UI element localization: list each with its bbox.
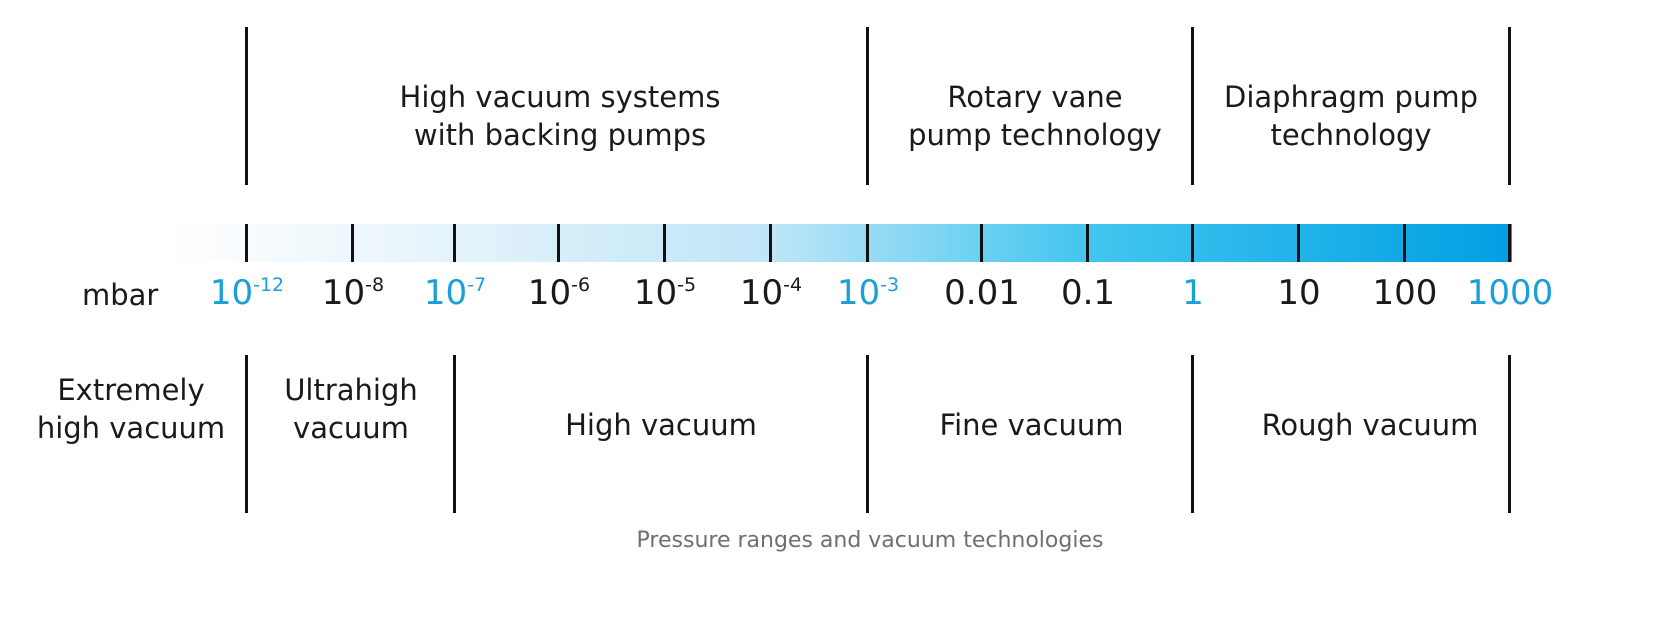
scale-tick [1403, 224, 1406, 262]
scale-label: 1 [1182, 270, 1204, 316]
scale-label-base: 100 [1372, 273, 1438, 313]
scale-tick [1508, 224, 1511, 262]
scale-tick [769, 224, 772, 262]
scale-label: 10-4 [740, 270, 802, 316]
scale-label: 10-3 [837, 270, 899, 316]
range-divider [453, 355, 456, 513]
scale-tick [351, 224, 354, 262]
scale-tick [1191, 224, 1194, 262]
tech-divider [1508, 27, 1511, 185]
scale-label-base: 1 [1182, 273, 1204, 313]
range-label-extremely-high-vacuum: Extremely high vacuum [36, 373, 226, 445]
scale-label: 10-8 [322, 270, 384, 316]
tech-divider [245, 27, 248, 185]
scale-label-base: 10 [209, 273, 254, 313]
scale-label-exponent: -6 [571, 274, 591, 296]
scale-label: 10-7 [424, 270, 486, 316]
range-divider [866, 355, 869, 513]
scale-tick [245, 224, 248, 262]
scale-tick [1086, 224, 1089, 262]
range-divider [1191, 355, 1194, 513]
scale-label-exponent: -5 [677, 274, 697, 296]
scale-label-base: 10 [739, 273, 784, 313]
scale-label-base: 10 [321, 273, 366, 313]
figure-caption: Pressure ranges and vacuum technologies [636, 528, 1104, 553]
scale-tick [557, 224, 560, 262]
scale-label: 100 [1373, 270, 1438, 316]
scale-label-base: 10 [836, 273, 881, 313]
scale-label-exponent: -4 [783, 274, 803, 296]
scale-label-exponent: -3 [880, 274, 900, 296]
range-label-ultrahigh-vacuum: Ultrahigh vacuum [284, 373, 418, 445]
scale-label-base: 1000 [1466, 273, 1554, 313]
scale-tick [980, 224, 983, 262]
scale-tick [453, 224, 456, 262]
scale-tick [866, 224, 869, 262]
scale-label-base: 10 [423, 273, 468, 313]
scale-label: 10-6 [528, 270, 590, 316]
range-label-rough-vacuum: Rough vacuum [1261, 408, 1479, 442]
scale-label: 10 [1277, 270, 1320, 316]
scale-label-exponent: -7 [467, 274, 487, 296]
scale-label-exponent: -12 [253, 274, 285, 296]
tech-label-rotary-vane: Rotary vane pump technology [908, 80, 1162, 152]
scale-label: 10-12 [210, 270, 284, 316]
scale-tick [1297, 224, 1300, 262]
scale-label-base: 0.1 [1060, 273, 1116, 313]
scale-label-base: 0.01 [944, 273, 1020, 313]
scale-label-base: 10 [527, 273, 572, 313]
scale-label: 1000 [1467, 270, 1554, 316]
scale-label: 0.1 [1061, 270, 1115, 316]
tech-divider [1191, 27, 1194, 185]
scale-label: 10-5 [634, 270, 696, 316]
tech-label-high-vacuum-systems: High vacuum systems with backing pumps [399, 80, 721, 152]
tech-divider [866, 27, 869, 185]
range-divider [1508, 355, 1511, 513]
tech-label-diaphragm-pump: Diaphragm pump technology [1224, 80, 1478, 152]
vacuum-pressure-diagram: High vacuum systems with backing pumps R… [36, 27, 1554, 513]
scale-label-base: 10 [633, 273, 678, 313]
range-label-fine-vacuum: Fine vacuum [939, 408, 1124, 442]
unit-label: mbar [82, 278, 159, 312]
range-label-high-vacuum: High vacuum [565, 408, 757, 442]
scale-label-exponent: -8 [365, 274, 385, 296]
scale-tick [663, 224, 666, 262]
range-divider [245, 355, 248, 513]
scale-label-base: 10 [1277, 273, 1321, 313]
pressure-gradient-bar [165, 224, 1512, 262]
scale-label: 0.01 [944, 270, 1020, 316]
